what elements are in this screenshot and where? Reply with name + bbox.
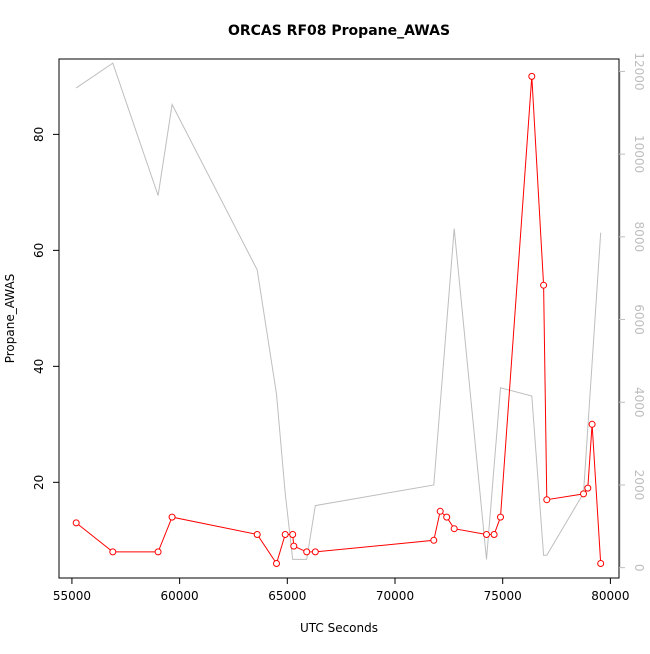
data-point xyxy=(483,531,490,538)
y2-tick-label: 0 xyxy=(632,564,646,572)
data-point xyxy=(597,560,605,567)
data-point xyxy=(450,525,458,533)
y-tick-label: 40 xyxy=(32,359,46,374)
data-point xyxy=(443,513,451,521)
data-point xyxy=(490,531,498,538)
y-tick-label: 80 xyxy=(32,127,46,142)
y2-tick-label: 4000 xyxy=(632,387,646,418)
x-tick-label: 55000 xyxy=(53,589,91,603)
chart-title: ORCAS RF08 Propane_AWAS xyxy=(228,23,450,39)
y-axis-label: Propane_AWAS xyxy=(3,274,17,364)
data-point xyxy=(168,513,176,521)
y2-tick-label: 8000 xyxy=(632,222,646,253)
x-axis-label: UTC Seconds xyxy=(300,621,378,635)
data-point xyxy=(430,536,438,544)
data-point xyxy=(289,531,297,538)
data-point xyxy=(290,542,298,550)
data-point xyxy=(72,519,80,527)
data-point xyxy=(311,548,319,556)
data-point xyxy=(281,531,289,538)
x-tick-label: 70000 xyxy=(376,589,414,603)
series-line-right xyxy=(75,62,602,560)
data-point xyxy=(540,281,548,289)
data-point xyxy=(528,72,536,80)
y-tick-label: 60 xyxy=(32,243,46,258)
y-tick-label: 20 xyxy=(32,475,46,490)
data-point xyxy=(584,484,592,492)
data-point xyxy=(253,531,261,538)
x-tick-label: 65000 xyxy=(268,589,306,603)
data-point xyxy=(303,548,311,556)
y2-tick-label: 10000 xyxy=(632,135,646,173)
data-point xyxy=(273,560,280,567)
data-point xyxy=(497,513,504,521)
series-line-left xyxy=(75,76,602,565)
y2-tick-label: 12000 xyxy=(632,52,646,90)
data-point xyxy=(109,548,117,556)
data-point xyxy=(580,490,587,498)
y2-tick-label: 2000 xyxy=(632,470,646,501)
x-tick-label: 75000 xyxy=(484,589,522,603)
data-point xyxy=(543,496,551,504)
x-tick-label: 60000 xyxy=(161,589,199,603)
y2-tick-label: 6000 xyxy=(632,304,646,335)
data-point xyxy=(588,420,596,428)
data-point xyxy=(154,548,162,556)
x-tick-label: 80000 xyxy=(591,589,629,603)
data-point xyxy=(436,507,444,515)
